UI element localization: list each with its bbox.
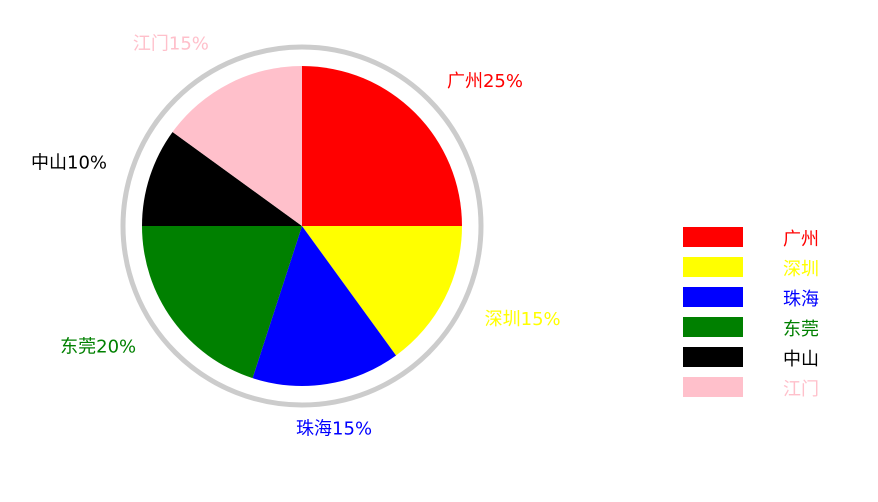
legend-swatch-2 (683, 287, 743, 307)
legend-swatch-5 (683, 377, 743, 397)
slice-label-0: 广州25% (447, 71, 523, 92)
pie-slice-5 (172, 66, 302, 226)
legend-label-4: 中山 (783, 349, 819, 370)
pie-slice-3 (142, 226, 302, 379)
pie-slices (142, 66, 462, 386)
legend-swatch-1 (683, 257, 743, 277)
legend-swatch-0 (683, 227, 743, 247)
legend-label-0: 广州 (783, 229, 819, 250)
legend-label-3: 东莞 (783, 319, 819, 340)
slice-label-3: 东莞20% (60, 336, 136, 357)
slice-label-2: 珠海15% (296, 418, 372, 439)
legend-label-2: 珠海 (783, 289, 819, 310)
legend-swatch-4 (683, 347, 743, 367)
legend-swatch-3 (683, 317, 743, 337)
legend-label-1: 深圳 (783, 259, 819, 280)
pie-slice-0 (302, 66, 462, 226)
slice-label-5: 江门15% (133, 33, 209, 54)
pie-outline-ring (120, 44, 484, 408)
slice-label-1: 深圳15% (485, 309, 561, 330)
pie-slice-1 (302, 226, 462, 356)
legend-label-5: 江门 (783, 379, 819, 400)
pie-slice-4 (142, 131, 302, 226)
slice-label-4: 中山10% (31, 153, 107, 174)
pie-slice-2 (252, 226, 397, 386)
slice-labels: 广州25% 深圳15% 珠海15% 东莞20% 中山10% 江门15% (31, 33, 561, 439)
